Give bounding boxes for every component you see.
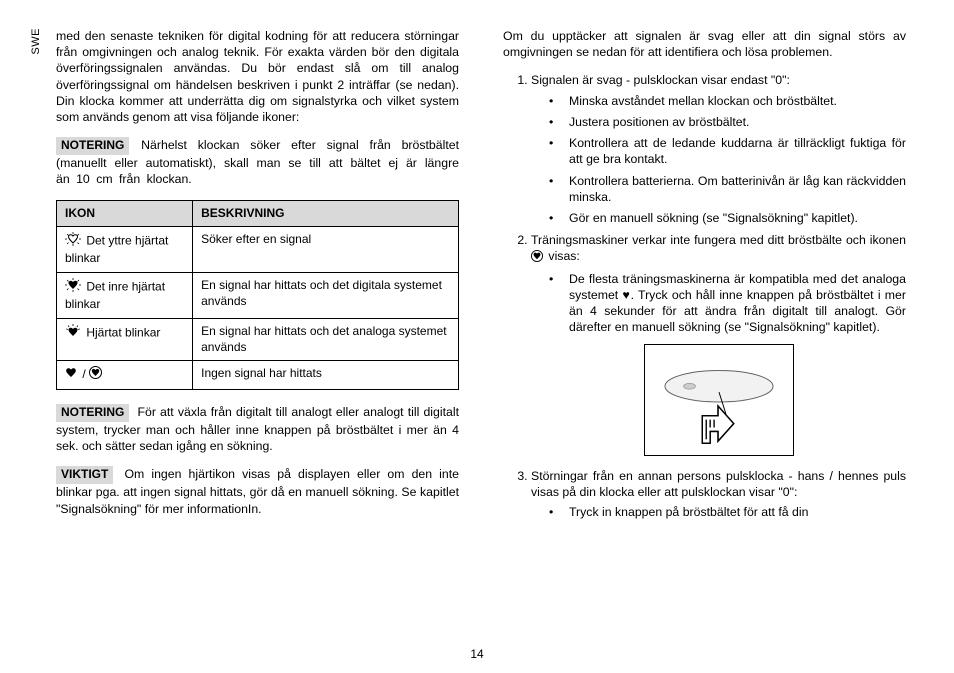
paragraph: Om du upptäcker att signalen är svag ell… — [503, 28, 906, 60]
two-column-layout: med den senaste tekniken för digital kod… — [56, 28, 906, 653]
cell-text: En signal har hittats och det analoga sy… — [193, 318, 459, 361]
language-tab: SWE — [30, 28, 42, 55]
note-paragraph: NOTERING Närhelst klockan söker efter si… — [56, 137, 459, 187]
heart-burst-filled-icon — [65, 278, 81, 297]
bullet-list: De flesta träningsmaskinerna är kompatib… — [531, 271, 906, 336]
important-text: Om ingen hjärtikon visas på displayen el… — [56, 467, 459, 515]
heart-rays-icon — [65, 324, 81, 343]
heart-burst-outline-icon — [65, 232, 81, 251]
icon-description-table: IKON BESKRIVNING — [56, 200, 459, 391]
list-item: Justera positionen av bröstbältet. — [549, 114, 906, 130]
numbered-list: Signalen är svag - pulsklockan visar end… — [503, 72, 906, 520]
page-number: 14 — [470, 647, 483, 661]
list-item: Kontrollera att de ledande kuddarna är t… — [549, 135, 906, 167]
column-left: med den senaste tekniken för digital kod… — [56, 28, 459, 653]
cell-text: En signal har hittats och det digitala s… — [193, 273, 459, 319]
list-item: Minska avståndet mellan klockan och brös… — [549, 93, 906, 109]
list-item: Signalen är svag - pulsklockan visar end… — [531, 72, 906, 226]
list-item: Tryck in knappen på bröstbältet för att … — [549, 504, 906, 520]
list-item-text: Signalen är svag - pulsklockan visar end… — [531, 73, 790, 87]
bullet-list: Tryck in knappen på bröstbältet för att … — [531, 504, 906, 520]
table-header: IKON — [57, 200, 193, 227]
chest-belt-figure — [644, 344, 794, 456]
list-item: Kontrollera batterierna. Om batterinivån… — [549, 173, 906, 205]
list-item-text-a: Träningsmaskiner verkar inte fungera med… — [531, 233, 906, 247]
paragraph: med den senaste tekniken för digital kod… — [56, 28, 459, 125]
table-row: Hjärtat blinkar En signal har hittats oc… — [57, 318, 459, 361]
list-item-text-b: visas: — [545, 249, 580, 263]
heart-solid-icon — [65, 367, 77, 383]
table-header: BESKRIVNING — [193, 200, 459, 227]
list-item: De flesta träningsmaskinerna är kompatib… — [549, 271, 906, 336]
cell-text: Ingen signal har hittats — [193, 361, 459, 390]
heart-outline-ring-icon — [531, 250, 543, 266]
table-row: / Ingen signal har hittats — [57, 361, 459, 390]
note-badge: NOTERING — [56, 404, 129, 422]
list-item: Träningsmaskiner verkar inte fungera med… — [531, 232, 906, 455]
note-paragraph: NOTERING För att växla från digitalt til… — [56, 404, 459, 454]
document-page: SWE med den senaste tekniken för digital… — [0, 0, 954, 673]
list-item-text: Störningar från en annan persons pulsklo… — [531, 469, 906, 499]
column-right: Om du upptäcker att signalen är svag ell… — [503, 28, 906, 653]
table-row: Det inre hjärtat blinkar En signal har h… — [57, 273, 459, 319]
table-row: Det yttre hjärtat blinkar Söker efter en… — [57, 227, 459, 273]
note-badge: NOTERING — [56, 137, 129, 155]
list-item: Störningar från en annan persons pulsklo… — [531, 468, 906, 521]
list-item: Gör en manuell sökning (se "Signalsöknin… — [549, 210, 906, 226]
heart-outline-ring-icon — [89, 366, 102, 384]
cell-text: Söker efter en signal — [193, 227, 459, 273]
important-paragraph: VIKTIGT Om ingen hjärtikon visas på disp… — [56, 466, 459, 516]
cell-text: Hjärtat blinkar — [86, 325, 160, 339]
cell-text: / — [82, 367, 89, 381]
bullet-list: Minska avståndet mellan klockan och brös… — [531, 93, 906, 227]
important-badge: VIKTIGT — [56, 466, 113, 484]
